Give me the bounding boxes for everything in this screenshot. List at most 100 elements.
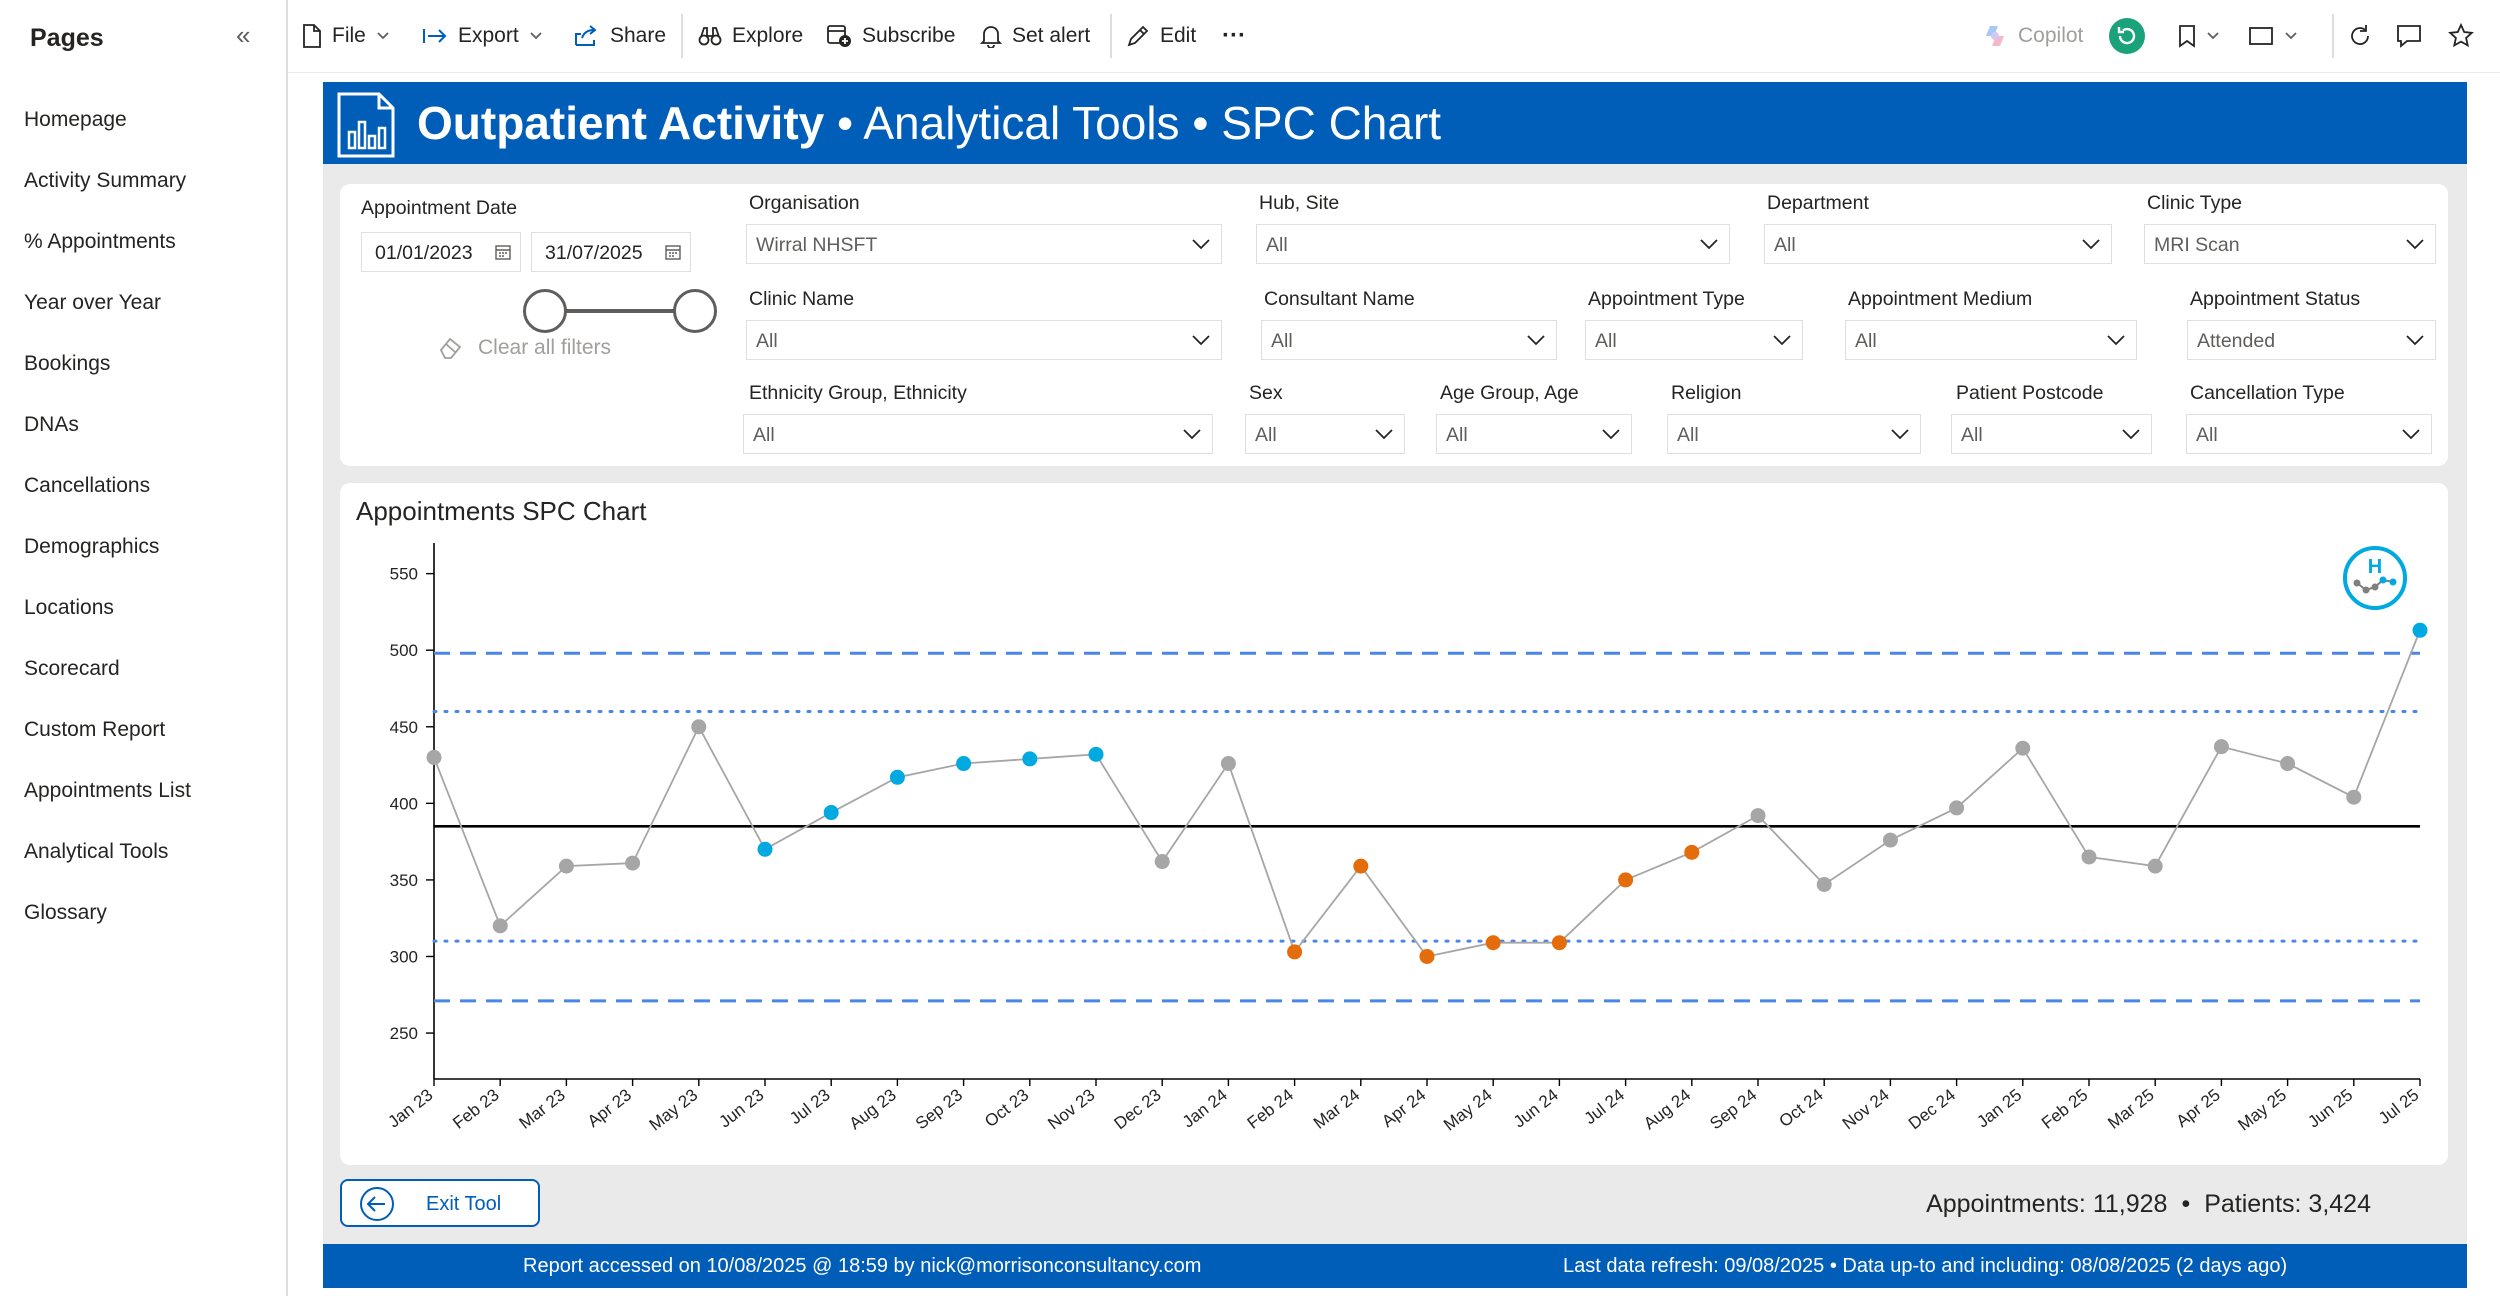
sidebar-item-activity-summary[interactable]: Activity Summary xyxy=(24,169,187,192)
data-point-common xyxy=(1220,756,1236,772)
data-point-concern xyxy=(1353,858,1369,874)
share-label: Share xyxy=(610,24,667,47)
pages-pane: Pages « Homepage Activity Summary % Appoin… xyxy=(0,0,288,1296)
ethnicity-dropdown[interactable]: All xyxy=(743,414,1213,454)
sidebar-item-custom-report[interactable]: Custom Report xyxy=(24,718,166,741)
toolbar: File Export Share Explore Subscribe Set … xyxy=(288,0,2500,73)
page-title: Outpatient Activity • Analytical Tools •… xyxy=(417,94,1441,152)
sidebar-item-cancellations[interactable]: Cancellations xyxy=(24,474,151,497)
file-label: File xyxy=(332,24,366,47)
sidebar-item-glossary[interactable]: Glossary xyxy=(24,901,107,924)
more-options-button[interactable]: ··· xyxy=(1222,0,1246,72)
date-slider-end-handle[interactable] xyxy=(673,289,717,333)
x-tick-label: May 25 xyxy=(2234,1085,2290,1134)
comment-icon xyxy=(2397,25,2421,48)
page-title-sub: • Analytical Tools • SPC Chart xyxy=(824,97,1442,149)
sidebar-item-homepage[interactable]: Homepage xyxy=(24,108,127,131)
appointment-type-value: All xyxy=(1595,330,1617,352)
x-tick-label: Jul 23 xyxy=(786,1085,833,1128)
sidebar-item-bookings[interactable]: Bookings xyxy=(24,352,111,375)
copilot-button[interactable]: Copilot xyxy=(1982,0,2083,72)
date-slider-track[interactable] xyxy=(550,309,698,313)
data-point-common xyxy=(1949,800,1965,816)
file-menu[interactable]: File xyxy=(302,0,390,72)
view-menu[interactable] xyxy=(2248,0,2298,72)
appointment-medium-dropdown[interactable]: All xyxy=(1845,320,2137,360)
chevron-down-icon xyxy=(1700,239,1718,250)
report-banner: Outpatient Activity • Analytical Tools •… xyxy=(323,82,2467,164)
comment-button[interactable] xyxy=(2396,0,2422,72)
y-tick-label: 400 xyxy=(390,794,418,813)
pages-title: Pages xyxy=(30,24,104,52)
set-alert-button[interactable]: Set alert xyxy=(980,0,1090,72)
consultant-name-dropdown[interactable]: All xyxy=(1261,320,1557,360)
series-line xyxy=(433,629,2421,958)
calendar-icon xyxy=(665,245,681,260)
consultant-name-label: Consultant Name xyxy=(1264,288,1415,310)
sex-label: Sex xyxy=(1249,382,1283,404)
sidebar-item-demographics[interactable]: Demographics xyxy=(24,535,160,558)
data-point-common xyxy=(2015,740,2031,756)
age-group-value: All xyxy=(1446,424,1468,446)
sidebar-item-appointments-list[interactable]: Appointments List xyxy=(24,779,191,802)
patient-postcode-label: Patient Postcode xyxy=(1956,382,2104,404)
data-point-concern xyxy=(1684,844,1700,860)
bookmark-button[interactable] xyxy=(2178,0,2220,72)
refresh-button[interactable] xyxy=(2348,0,2372,72)
appointment-status-dropdown[interactable]: Attended xyxy=(2187,320,2436,360)
cancellation-type-dropdown[interactable]: All xyxy=(2186,414,2432,454)
appointments-count: Appointments: 11,928 xyxy=(1926,1190,2168,1218)
filter-panel: Appointment Date 01/01/2023 31/07/2025 C… xyxy=(340,184,2448,466)
data-point-common xyxy=(1816,877,1832,893)
data-point-improvement xyxy=(889,769,905,785)
data-point-improvement xyxy=(956,756,972,772)
date-to-input[interactable]: 31/07/2025 xyxy=(531,232,691,272)
bell-icon xyxy=(980,26,1002,48)
hub-site-dropdown[interactable]: All xyxy=(1256,224,1730,264)
cancellation-type-value: All xyxy=(2196,424,2218,446)
sidebar-item-appointments[interactable]: % Appointments xyxy=(24,230,176,253)
appointment-type-dropdown[interactable]: All xyxy=(1585,320,1803,360)
x-tick-label: Jun 23 xyxy=(716,1085,768,1131)
edit-button[interactable]: Edit xyxy=(1126,0,1196,72)
sidebar-item-dnas[interactable]: DNAs xyxy=(24,413,79,436)
chevron-down-icon xyxy=(2285,32,2297,40)
religion-dropdown[interactable]: All xyxy=(1667,414,1921,454)
clear-all-filters-button[interactable]: Clear all filters xyxy=(438,336,611,360)
subscribe-button[interactable]: Subscribe xyxy=(826,0,955,72)
y-tick-label: 450 xyxy=(390,718,418,737)
data-point-common xyxy=(492,918,508,934)
date-from-input[interactable]: 01/01/2023 xyxy=(361,232,521,272)
patient-postcode-dropdown[interactable]: All xyxy=(1951,414,2152,454)
sex-dropdown[interactable]: All xyxy=(1245,414,1405,454)
reset-button[interactable] xyxy=(2108,0,2146,72)
sidebar-item-locations[interactable]: Locations xyxy=(24,596,114,619)
sidebar-item-analytical-tools[interactable]: Analytical Tools xyxy=(24,840,169,863)
view-icon xyxy=(2249,27,2273,45)
x-tick-label: Aug 24 xyxy=(1640,1085,1694,1133)
page-title-main: Outpatient Activity xyxy=(417,97,825,149)
back-arrow-icon xyxy=(360,1187,394,1221)
data-point-concern xyxy=(1485,935,1501,951)
x-tick-label: Nov 24 xyxy=(1839,1085,1893,1133)
sidebar-item-scorecard[interactable]: Scorecard xyxy=(24,657,120,680)
sidebar-item-year-over-year[interactable]: Year over Year xyxy=(24,291,162,314)
organisation-dropdown[interactable]: Wirral NHSFT xyxy=(746,224,1222,264)
clinic-type-dropdown[interactable]: MRI Scan xyxy=(2144,224,2436,264)
cancellation-type-label: Cancellation Type xyxy=(2190,382,2345,404)
explore-button[interactable]: Explore xyxy=(698,0,803,72)
hub-site-value: All xyxy=(1266,234,1288,256)
age-group-dropdown[interactable]: All xyxy=(1436,414,1632,454)
export-menu[interactable]: Export xyxy=(422,0,543,72)
clinic-name-dropdown[interactable]: All xyxy=(746,320,1222,360)
x-tick-label: Apr 25 xyxy=(2173,1085,2224,1131)
department-dropdown[interactable]: All xyxy=(1764,224,2112,264)
date-slider-start-handle[interactable] xyxy=(523,289,567,333)
chevron-down-icon xyxy=(2406,239,2424,250)
collapse-pages-icon[interactable]: « xyxy=(236,20,251,50)
consultant-name-value: All xyxy=(1271,330,1293,352)
favorite-button[interactable] xyxy=(2448,0,2474,72)
share-button[interactable]: Share xyxy=(574,0,666,72)
data-refresh-text: Last data refresh: 09/08/2025 • Data up-… xyxy=(1563,1255,2288,1277)
exit-tool-button[interactable]: Exit Tool xyxy=(340,1179,540,1227)
